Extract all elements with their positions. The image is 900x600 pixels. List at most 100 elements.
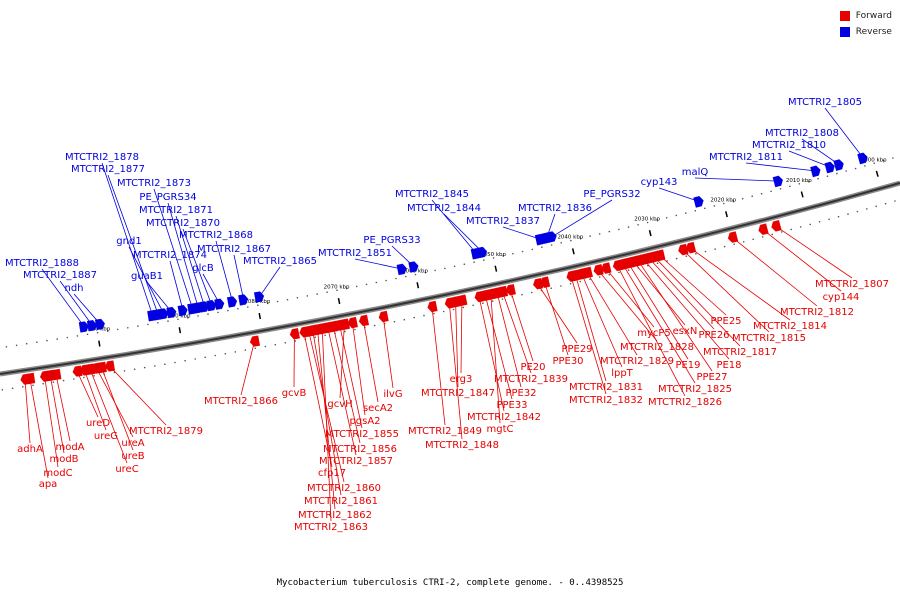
reverse-gene-label[interactable]: MTCTRI2_1868: [179, 230, 253, 241]
reverse-gene-label[interactable]: MTCTRI2_1851: [318, 248, 392, 259]
forward-gene-label[interactable]: PPE29: [561, 344, 592, 355]
reverse-gene-arrow[interactable]: [546, 231, 557, 243]
forward-gene-arrow[interactable]: [655, 249, 666, 261]
forward-gene-arrow[interactable]: [601, 262, 612, 274]
forward-gene-arrow[interactable]: [758, 223, 769, 236]
reverse-gene-label[interactable]: MTCTRI2_1805: [788, 97, 862, 108]
forward-gene-label[interactable]: MTCTRI2_1857: [319, 456, 393, 467]
forward-gene-label[interactable]: lppT: [611, 368, 633, 379]
forward-gene-label[interactable]: MTCTRI2_1860: [307, 483, 381, 494]
reverse-gene-label[interactable]: ndh: [64, 283, 83, 294]
forward-gene-label[interactable]: MTCTRI2_1814: [753, 321, 827, 332]
forward-gene-label[interactable]: PPE33: [496, 400, 527, 411]
forward-gene-label[interactable]: MTCTRI2_1862: [298, 510, 372, 521]
reverse-gene-label[interactable]: MTCTRI2_1844: [407, 203, 481, 214]
forward-gene-arrow[interactable]: [497, 285, 509, 298]
reverse-gene-label[interactable]: MTCTRI2_1867: [197, 244, 271, 255]
forward-gene-label[interactable]: cyp144: [823, 292, 860, 303]
reverse-gene-label[interactable]: MTCTRI2_1873: [117, 178, 191, 189]
forward-gene-label[interactable]: MTCTRI2_1849: [408, 426, 482, 437]
forward-gene-arrow[interactable]: [427, 300, 438, 313]
forward-gene-label[interactable]: PPE32: [505, 388, 536, 399]
reverse-gene-label[interactable]: MTCTRI2_1836: [518, 203, 592, 214]
reverse-gene-label[interactable]: gnd1: [116, 236, 141, 247]
forward-gene-arrow[interactable]: [593, 264, 604, 276]
reverse-gene-arrow[interactable]: [86, 320, 97, 332]
reverse-gene-label[interactable]: MTCTRI2_1808: [765, 128, 839, 139]
forward-gene-label[interactable]: MTCTRI2_1829: [600, 356, 674, 367]
reverse-gene-label[interactable]: glcB: [192, 263, 214, 274]
reverse-gene-label[interactable]: MTCTRI2_1870: [146, 218, 220, 229]
forward-gene-arrow[interactable]: [358, 314, 370, 327]
reverse-gene-arrow[interactable]: [396, 263, 407, 276]
forward-gene-arrow[interactable]: [771, 220, 782, 232]
forward-gene-label[interactable]: MTCTRI2_1847: [421, 388, 495, 399]
reverse-gene-arrow[interactable]: [476, 246, 488, 259]
forward-gene-label[interactable]: MTCTRI2_1807: [815, 279, 889, 290]
reverse-gene-arrow[interactable]: [408, 261, 419, 273]
forward-gene-label[interactable]: MTCTRI2_1825: [658, 384, 732, 395]
forward-gene-arrow[interactable]: [96, 361, 107, 373]
reverse-gene-arrow[interactable]: [810, 165, 821, 178]
forward-gene-label[interactable]: PPE27: [696, 372, 727, 383]
forward-gene-label[interactable]: ureG: [94, 431, 118, 442]
forward-gene-label[interactable]: erg3: [450, 374, 473, 385]
forward-gene-label[interactable]: MTCTRI2_1817: [703, 347, 777, 358]
reverse-gene-arrow[interactable]: [693, 196, 704, 208]
reverse-gene-arrow[interactable]: [226, 296, 238, 308]
reverse-gene-label[interactable]: MTCTRI2_1877: [71, 164, 145, 175]
reverse-gene-arrow[interactable]: [206, 299, 217, 312]
forward-gene-label[interactable]: ilvG: [383, 389, 402, 400]
forward-gene-label[interactable]: PPE25: [710, 316, 741, 327]
reverse-gene-label[interactable]: MTCTRI2_1837: [466, 216, 540, 227]
forward-gene-arrow[interactable]: [25, 372, 36, 385]
forward-gene-label[interactable]: PE18: [716, 360, 741, 371]
reverse-gene-arrow[interactable]: [833, 159, 844, 171]
forward-gene-label[interactable]: gcvB: [282, 388, 307, 399]
reverse-gene-label[interactable]: MTCTRI2_1874: [133, 250, 207, 261]
forward-gene-label[interactable]: MTCTRI2_1848: [425, 440, 499, 451]
forward-gene-label[interactable]: PPE26: [698, 330, 729, 341]
reverse-gene-label[interactable]: malQ: [682, 167, 709, 178]
reverse-gene-arrow[interactable]: [158, 308, 169, 320]
forward-gene-label[interactable]: pgsA2: [349, 416, 380, 427]
reverse-gene-label[interactable]: guaB1: [131, 271, 163, 282]
forward-gene-label[interactable]: adhA: [17, 444, 43, 455]
reverse-gene-arrow[interactable]: [214, 298, 225, 310]
forward-gene-arrow[interactable]: [72, 365, 83, 377]
forward-gene-arrow[interactable]: [533, 277, 544, 290]
forward-gene-label[interactable]: MTCTRI2_1815: [732, 333, 806, 344]
forward-gene-label[interactable]: MTCTRI2_1863: [294, 522, 368, 533]
reverse-gene-label[interactable]: MTCTRI2_1871: [139, 205, 213, 216]
forward-gene-label[interactable]: PPE30: [552, 356, 583, 367]
forward-gene-label[interactable]: secA2: [363, 403, 393, 414]
forward-gene-label[interactable]: esxN: [673, 326, 698, 337]
reverse-gene-arrow[interactable]: [857, 152, 868, 165]
forward-gene-label[interactable]: mycP5: [637, 328, 671, 339]
reverse-gene-label[interactable]: PE_PGRS34: [139, 192, 196, 203]
reverse-gene-arrow[interactable]: [177, 304, 188, 317]
reverse-gene-label[interactable]: MTCTRI2_1810: [752, 140, 826, 151]
forward-gene-label[interactable]: MTCTRI2_1839: [494, 374, 568, 385]
forward-gene-arrow[interactable]: [727, 231, 739, 243]
forward-gene-arrow[interactable]: [104, 360, 116, 372]
forward-gene-label[interactable]: gcvH: [327, 399, 352, 410]
reverse-gene-arrow[interactable]: [824, 161, 835, 174]
forward-gene-arrow[interactable]: [249, 335, 261, 347]
forward-gene-label[interactable]: MTCTRI2_1866: [204, 396, 278, 407]
forward-gene-arrow[interactable]: [685, 241, 697, 254]
reverse-gene-label[interactable]: MTCTRI2_1811: [709, 152, 783, 163]
reverse-gene-arrow[interactable]: [772, 175, 783, 188]
forward-gene-label[interactable]: ureB: [121, 451, 144, 462]
forward-gene-label[interactable]: MTCTRI2_1831: [569, 382, 643, 393]
reverse-gene-label[interactable]: PE_PGRS32: [583, 189, 640, 200]
forward-gene-label[interactable]: MTCTRI2_1826: [648, 397, 722, 408]
reverse-gene-arrow[interactable]: [166, 306, 177, 319]
reverse-gene-label[interactable]: MTCTRI2_1845: [395, 189, 469, 200]
forward-gene-arrow[interactable]: [457, 294, 468, 306]
reverse-gene-arrow[interactable]: [238, 294, 249, 306]
reverse-gene-label[interactable]: MTCTRI2_1887: [23, 270, 97, 281]
forward-gene-label[interactable]: MTCTRI2_1828: [620, 342, 694, 353]
forward-gene-arrow[interactable]: [51, 368, 62, 381]
forward-gene-arrow[interactable]: [505, 284, 516, 296]
